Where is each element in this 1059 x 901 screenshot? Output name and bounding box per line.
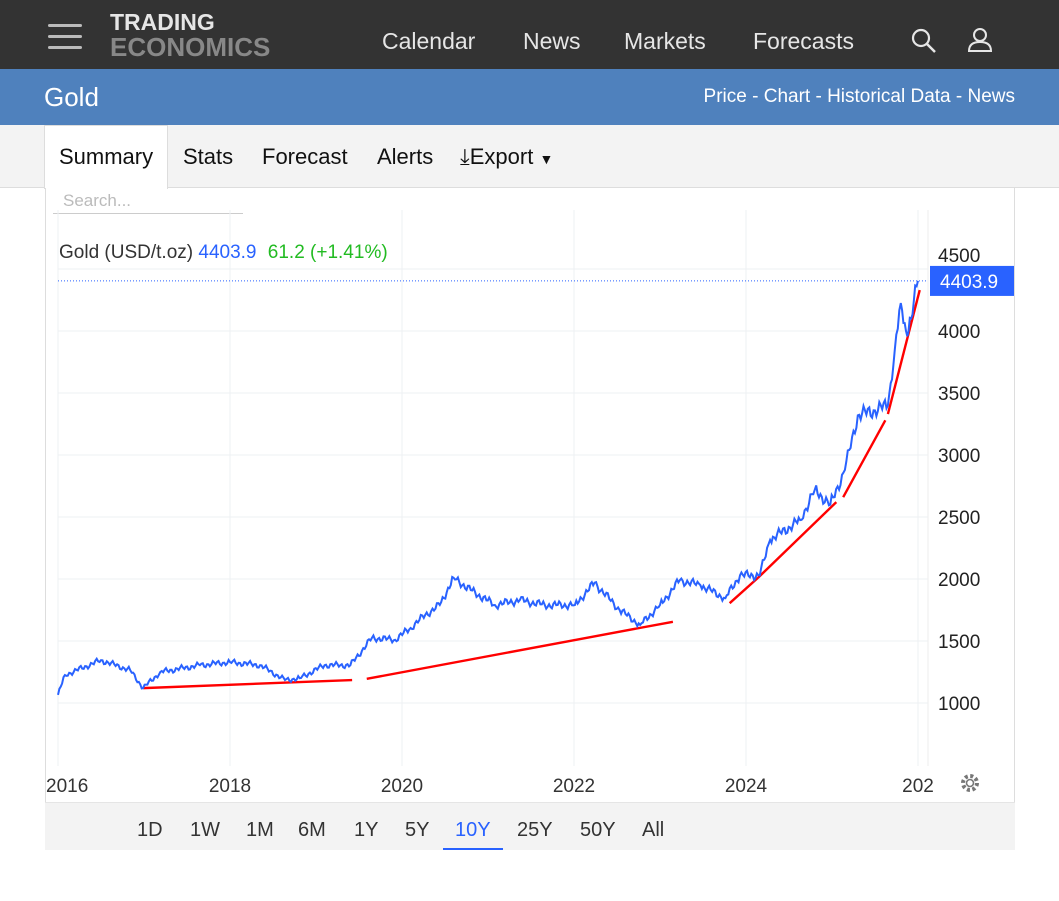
y-tick-label: 3500: [938, 384, 980, 405]
trendline: [143, 678, 353, 690]
last-price-badge: [930, 265, 1014, 296]
tab-stats[interactable]: Stats: [183, 144, 234, 169]
y-tick-label: 3000: [938, 446, 980, 467]
search-input[interactable]: Search...: [53, 190, 243, 214]
trendline: [842, 419, 887, 498]
y-tick-label: 4000: [938, 322, 980, 343]
x-tick-label: 202: [902, 776, 934, 797]
y-tick-label: 2500: [938, 508, 980, 529]
nav-calendar[interactable]: Calendar: [382, 28, 476, 54]
instrument-header: Gold Price - Chart - Historical Data - N…: [0, 69, 1059, 125]
trendline: [757, 501, 838, 579]
range-all[interactable]: All: [642, 819, 665, 841]
user-icon[interactable]: [966, 26, 994, 54]
trendline: [366, 620, 674, 680]
tab-forecast[interactable]: Forecast: [262, 144, 348, 169]
tab-bar: Summary Stats Forecast Alerts ⤓Export ▼: [0, 125, 1059, 189]
tab-export[interactable]: ⤓Export ▼: [460, 144, 554, 169]
last-price-label: 4403.9: [940, 272, 998, 293]
trendline: [728, 576, 759, 605]
nav-forecasts[interactable]: Forecasts: [753, 28, 854, 54]
legend-name: Gold (USD/t.oz): [59, 242, 194, 263]
range-50y[interactable]: 50Y: [580, 819, 616, 841]
x-tick-label: 2022: [553, 776, 595, 797]
price-line: [57, 280, 919, 696]
logo[interactable]: TRADING ECONOMICS: [110, 9, 271, 62]
page-title: Gold: [44, 82, 99, 112]
range-5y[interactable]: 5Y: [405, 819, 430, 841]
nav-markets[interactable]: Markets: [624, 28, 706, 54]
chart-legend: Gold (USD/t.oz) 4403.9 61.2 (+1.41%): [59, 242, 388, 264]
caret-down-icon: ▼: [539, 151, 554, 167]
tab-alerts[interactable]: Alerts: [377, 144, 434, 169]
trendline: [886, 289, 921, 415]
nav-news[interactable]: News: [523, 28, 581, 54]
range-1m[interactable]: 1M: [246, 819, 274, 841]
search-icon[interactable]: [910, 27, 938, 55]
y-tick-label: 1000: [938, 694, 980, 715]
y-tick-label: 2000: [938, 570, 980, 591]
range-1d[interactable]: 1D: [137, 819, 163, 841]
y-tick-label: 1500: [938, 632, 980, 653]
section-links[interactable]: Price - Chart - Historical Data - News: [703, 86, 1015, 107]
range-6m[interactable]: 6M: [298, 819, 326, 841]
y-tick-label: 4500: [938, 246, 980, 267]
x-tick-label: 2018: [209, 776, 251, 797]
x-tick-label: 2020: [381, 776, 423, 797]
legend-change: 61.2 (+1.41%): [267, 242, 388, 263]
range-10y[interactable]: 10Y: [443, 819, 503, 850]
download-icon: ⤓: [460, 144, 470, 169]
range-1w[interactable]: 1W: [190, 819, 220, 841]
range-selector: 1D 1W 1M 6M 1Y 5Y 10Y 25Y 50Y All: [45, 802, 1015, 850]
menu-icon[interactable]: [48, 24, 82, 50]
tab-summary[interactable]: Summary: [44, 125, 169, 189]
x-tick-label: 2016: [46, 776, 88, 797]
range-25y[interactable]: 25Y: [517, 819, 553, 841]
top-bar: TRADING ECONOMICS Calendar News Markets …: [0, 0, 1059, 69]
settings-gear-icon[interactable]: [958, 771, 982, 795]
legend-price: 4403.9: [198, 242, 257, 263]
range-1y[interactable]: 1Y: [354, 819, 379, 841]
x-tick-label: 2024: [725, 776, 768, 797]
